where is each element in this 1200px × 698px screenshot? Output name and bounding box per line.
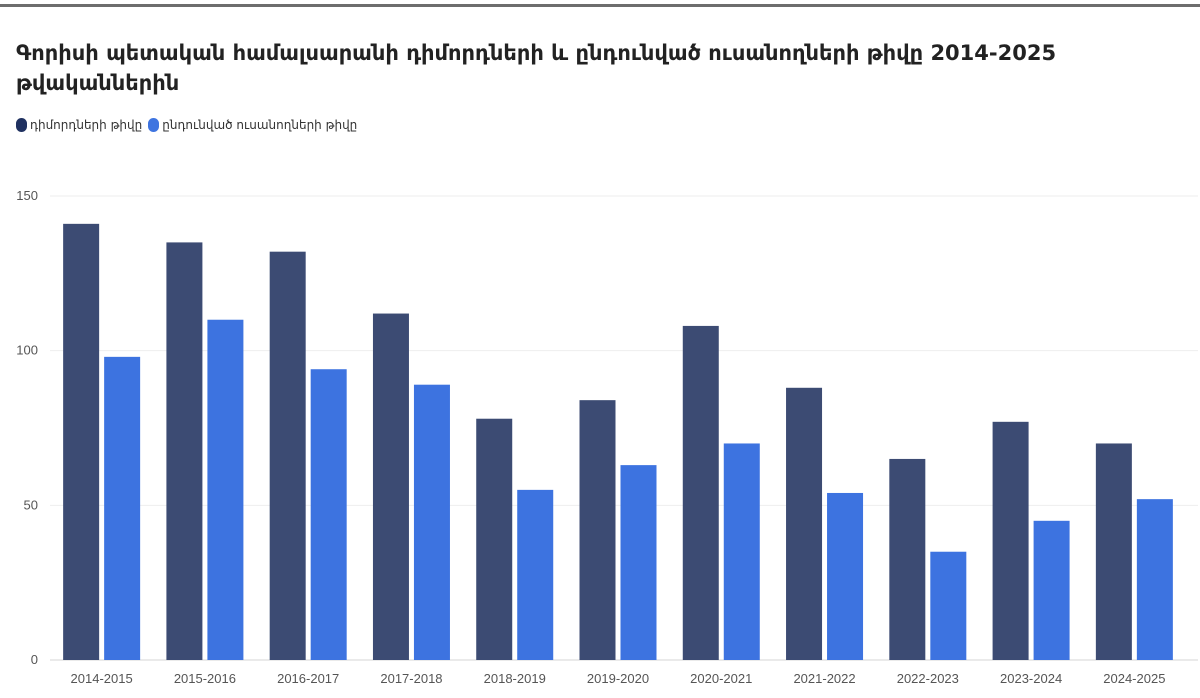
x-tick-label: 2024-2025 — [1103, 671, 1165, 686]
bar-applicants[interactable] — [63, 223, 100, 660]
legend-item-admitted[interactable]: ընդունված ուսանողների թիվը — [148, 118, 357, 132]
legend-swatch-admitted — [148, 118, 160, 132]
x-tick-label: 2016-2017 — [277, 671, 339, 686]
x-tick-label: 2018-2019 — [484, 671, 546, 686]
legend: դիմորդների թիվը ընդունված ուսանողների թի… — [16, 118, 363, 132]
bar-applicants[interactable] — [786, 387, 823, 660]
bar-admitted[interactable] — [1136, 499, 1173, 660]
bar-admitted[interactable] — [104, 356, 141, 660]
bar-admitted[interactable] — [517, 489, 554, 660]
bar-applicants[interactable] — [166, 242, 203, 660]
bar-applicants[interactable] — [269, 251, 306, 660]
x-tick-label: 2017-2018 — [380, 671, 442, 686]
legend-swatch-applicants — [16, 118, 27, 132]
bar-applicants[interactable] — [476, 418, 513, 660]
bar-admitted[interactable] — [413, 384, 450, 660]
x-tick-label: 2014-2015 — [71, 671, 133, 686]
bar-admitted[interactable] — [1033, 520, 1070, 660]
x-tick-label: 2019-2020 — [587, 671, 649, 686]
bar-admitted[interactable] — [723, 443, 760, 660]
bar-applicants[interactable] — [682, 325, 719, 660]
y-tick-label: 0 — [31, 652, 38, 667]
y-tick-label: 150 — [16, 188, 38, 203]
top-rule — [0, 4, 1200, 7]
bar-applicants[interactable] — [889, 458, 926, 660]
bar-admitted[interactable] — [827, 492, 864, 660]
bar-applicants[interactable] — [1095, 443, 1132, 660]
y-tick-label: 100 — [16, 343, 38, 358]
legend-label-applicants: դիմորդների թիվը — [30, 118, 143, 132]
bar-admitted[interactable] — [620, 465, 657, 660]
legend-item-applicants[interactable]: դիմորդների թիվը — [16, 118, 142, 132]
x-tick-label: 2022-2023 — [897, 671, 959, 686]
bar-admitted[interactable] — [207, 319, 244, 660]
x-tick-label: 2021-2022 — [793, 671, 855, 686]
x-tick-label: 2020-2021 — [690, 671, 752, 686]
bar-admitted[interactable] — [310, 369, 347, 660]
chart-title: Գորիսի պետական համալսարանի դիմորդների և … — [16, 41, 1057, 95]
bar-applicants[interactable] — [992, 421, 1029, 660]
x-tick-label: 2023-2024 — [1000, 671, 1062, 686]
legend-label-admitted: ընդունված ուսանողների թիվը — [162, 118, 358, 132]
bar-applicants[interactable] — [372, 313, 409, 660]
bar-applicants[interactable] — [579, 400, 616, 660]
x-tick-label: 2015-2016 — [174, 671, 236, 686]
y-tick-label: 50 — [24, 497, 38, 512]
bar-admitted[interactable] — [930, 551, 967, 660]
